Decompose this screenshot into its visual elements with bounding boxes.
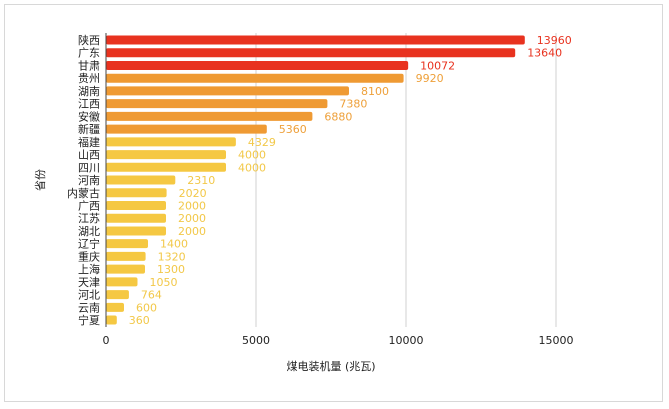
- x-axis-label: 煤电装机量 (兆瓦): [286, 359, 375, 373]
- data-label: 6880: [324, 110, 352, 123]
- data-label: 7380: [339, 98, 367, 111]
- bar: [106, 213, 166, 223]
- category-label: 内蒙古: [67, 186, 100, 200]
- category-label: 宁夏: [78, 313, 100, 327]
- bar: [106, 73, 404, 83]
- bar: [106, 290, 129, 300]
- category-label: 福建: [78, 135, 100, 149]
- bar: [106, 264, 145, 274]
- data-label: 764: [141, 289, 162, 302]
- data-label: 1050: [150, 276, 178, 289]
- bar: [106, 48, 516, 58]
- category-label: 河北: [78, 289, 100, 302]
- data-label: 1400: [160, 238, 188, 251]
- category-label: 重庆: [78, 249, 100, 263]
- category-label: 贵州: [78, 72, 100, 85]
- category-label: 湖南: [78, 85, 100, 98]
- bar: [106, 86, 349, 96]
- data-label: 10072: [420, 59, 455, 72]
- bar: [106, 137, 236, 147]
- bar: [106, 302, 124, 312]
- category-label: 甘肃: [78, 59, 100, 72]
- bar: [106, 175, 176, 185]
- y-axis-label: 省份: [34, 169, 47, 191]
- bar: [106, 200, 166, 210]
- bar: [106, 35, 525, 45]
- data-label: 4000: [238, 161, 266, 174]
- category-label: 江苏: [78, 212, 100, 225]
- category-label: 天津: [78, 276, 100, 289]
- category-label: 河南: [78, 174, 100, 187]
- data-label: 2000: [178, 199, 206, 212]
- bar: [106, 315, 117, 325]
- bar: [106, 99, 328, 109]
- bar: [106, 277, 138, 287]
- x-tick-label: 0: [103, 334, 110, 347]
- category-label: 广西: [78, 199, 100, 212]
- x-tick-label: 5000: [242, 334, 270, 347]
- category-label: 上海: [78, 262, 100, 276]
- data-label: 2310: [187, 174, 215, 187]
- data-label: 360: [129, 314, 150, 327]
- data-label: 9920: [416, 72, 444, 85]
- category-label: 江西: [78, 98, 100, 111]
- category-label: 云南: [78, 301, 100, 314]
- data-label: 13960: [537, 34, 572, 47]
- bar: [106, 162, 226, 172]
- data-label: 1300: [157, 263, 185, 276]
- data-label: 4329: [248, 136, 276, 149]
- bar: [106, 60, 409, 70]
- data-label: 600: [136, 301, 157, 314]
- bar: [106, 226, 166, 236]
- data-label: 4000: [238, 149, 266, 162]
- bar: [106, 188, 167, 198]
- bar: [106, 239, 148, 249]
- chart-frame: [4, 4, 663, 402]
- category-label: 陕西: [78, 33, 100, 47]
- category-label: 广东: [78, 47, 100, 60]
- bar: [106, 124, 267, 134]
- data-label: 1320: [158, 250, 186, 263]
- data-label: 5360: [279, 123, 307, 136]
- data-label: 8100: [361, 85, 389, 98]
- data-label: 13640: [527, 47, 562, 60]
- category-label: 辽宁: [78, 237, 100, 251]
- x-tick-label: 10000: [389, 334, 424, 347]
- category-label: 四川: [78, 161, 100, 174]
- data-label: 2000: [178, 212, 206, 225]
- category-label: 山西: [78, 149, 100, 162]
- bar: [106, 251, 146, 261]
- bar: [106, 150, 226, 160]
- data-label: 2000: [178, 225, 206, 238]
- category-label: 安徽: [78, 109, 100, 123]
- x-tick-label: 15000: [539, 334, 574, 347]
- data-label: 2020: [179, 187, 207, 200]
- category-label: 湖北: [78, 225, 100, 238]
- bar: [106, 111, 313, 121]
- category-label: 新疆: [78, 122, 100, 136]
